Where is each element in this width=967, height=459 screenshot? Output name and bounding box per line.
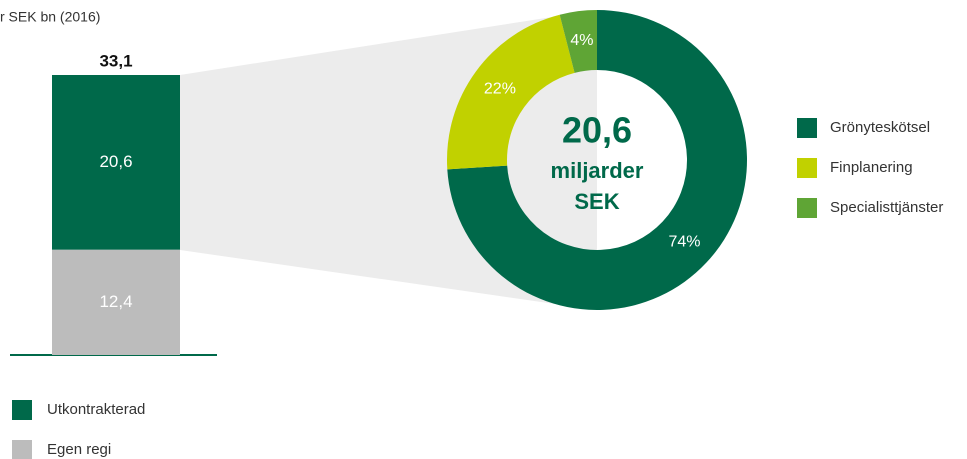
legend-label: Finplanering <box>830 159 913 176</box>
legend-label: Grönyteskötsel <box>830 119 930 136</box>
legend-swatch <box>12 440 32 459</box>
legend-swatch <box>797 118 817 138</box>
center-text: miljarder <box>551 158 644 183</box>
value-label: 20,6 <box>99 152 132 171</box>
legend-swatch <box>12 400 32 420</box>
legend-label: Egen regi <box>47 441 111 458</box>
donut-slice <box>447 10 747 310</box>
donut-slice <box>447 14 575 170</box>
legend-swatch <box>797 158 817 178</box>
value-label: 12,4 <box>99 292 132 311</box>
donut-slice <box>559 10 597 73</box>
value-label: 74% <box>668 233 700 250</box>
value-label: 22% <box>484 81 516 98</box>
subtitle: r SEK bn (2016) <box>0 9 100 25</box>
legend-label: Utkontrakterad <box>47 401 145 418</box>
legend-label: Specialisttjänster <box>830 199 943 216</box>
value-label: 4% <box>570 32 593 49</box>
bar-segment <box>52 75 180 250</box>
bar-segment <box>52 249 180 355</box>
center-text: SEK <box>574 189 619 214</box>
legend-swatch <box>797 198 817 218</box>
center-text: 20,6 <box>562 110 632 151</box>
total-label: 33,1 <box>99 51 132 70</box>
